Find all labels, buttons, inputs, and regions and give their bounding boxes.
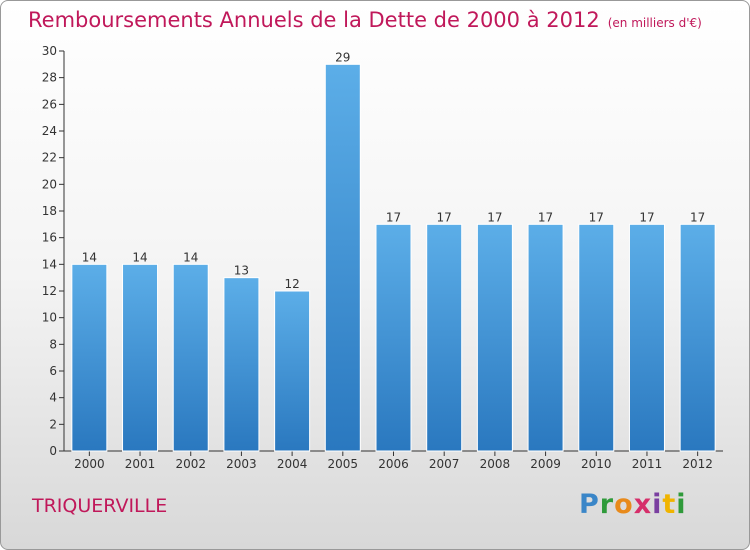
logo-letter: t: [662, 489, 677, 520]
x-tick-label: 2008: [480, 457, 511, 471]
bar-value-label: 17: [487, 210, 502, 224]
bars: [71, 63, 716, 452]
x-tick-label: 2004: [277, 457, 308, 471]
bar: [578, 223, 615, 452]
x-tick-label: 2007: [429, 457, 460, 471]
y-tick-label: 28: [42, 71, 57, 85]
commune-name: TRIQUERVILLE: [32, 495, 168, 517]
y-tick-label: 20: [42, 177, 57, 191]
bar-value-label: 13: [234, 264, 249, 278]
x-tick-label: 2002: [175, 457, 206, 471]
bar-value-label: 17: [538, 210, 553, 224]
chart-title-text: Remboursements Annuels de la Dette de 20…: [28, 8, 600, 32]
bar: [172, 263, 209, 452]
y-tick-label: 10: [42, 311, 57, 325]
bar: [274, 290, 311, 452]
x-axis: 2000 2001 2002 2003 2004 2005 2006 2007 2008 2009…: [64, 450, 723, 471]
chart-subtitle: (en milliers d'€): [607, 16, 702, 30]
bar: [476, 223, 513, 452]
bar-value-label: 17: [639, 210, 654, 224]
bar: [71, 263, 108, 452]
bar-value-label: 17: [589, 210, 604, 224]
x-tick-label: 2005: [328, 457, 359, 471]
logo-letter: o: [614, 489, 634, 520]
bar-value-label: 17: [386, 210, 401, 224]
bar-value-label: 12: [284, 277, 299, 291]
bar: [527, 223, 564, 452]
bar: [426, 223, 463, 452]
y-tick-label: 12: [42, 284, 57, 298]
bar-value-label: 14: [82, 250, 97, 264]
chart-title: Remboursements Annuels de la Dette de 20…: [28, 8, 702, 32]
y-tick-label: 30: [42, 44, 57, 58]
y-tick-label: 26: [42, 97, 57, 111]
logo-letter: x: [633, 489, 653, 520]
bar: [375, 223, 412, 452]
logo-letter: r: [599, 489, 615, 520]
logo-letter: P: [579, 489, 600, 520]
y-tick-label: 6: [49, 364, 57, 378]
x-tick-label: 2000: [74, 457, 105, 471]
bar-value-label: 29: [335, 50, 350, 64]
y-tick-label: 14: [42, 257, 57, 271]
logo-letter: i: [676, 489, 687, 520]
y-tick-label: 2: [49, 417, 57, 431]
value-labels: 14 14 14 13 12 29 17 17 17 17 17 17 17: [82, 50, 706, 291]
x-tick-label: 2009: [530, 457, 561, 471]
bar: [628, 223, 665, 452]
bar-value-label: 14: [183, 250, 198, 264]
y-tick-label: 22: [42, 151, 57, 165]
proxiti-logo: Proxiti: [579, 489, 687, 520]
y-tick-label: 8: [49, 337, 57, 351]
x-tick-label: 2010: [581, 457, 612, 471]
bar: [324, 63, 361, 452]
x-tick-label: 2012: [682, 457, 713, 471]
y-tick-label: 18: [42, 204, 57, 218]
x-tick-label: 2001: [125, 457, 156, 471]
x-tick-label: 2006: [378, 457, 409, 471]
x-tick-label: 2003: [226, 457, 257, 471]
x-tick-label: 2011: [632, 457, 663, 471]
bar-value-label: 17: [437, 210, 452, 224]
bar: [122, 263, 159, 452]
bar-value-label: 14: [132, 250, 147, 264]
bar-value-label: 17: [690, 210, 705, 224]
y-tick-label: 4: [49, 391, 57, 405]
bar: [223, 277, 260, 452]
logo-letter: i: [652, 489, 663, 520]
y-tick-label: 24: [42, 124, 57, 138]
y-tick-label: 16: [42, 231, 57, 245]
bar: [679, 223, 716, 452]
y-tick-label: 0: [49, 444, 57, 458]
